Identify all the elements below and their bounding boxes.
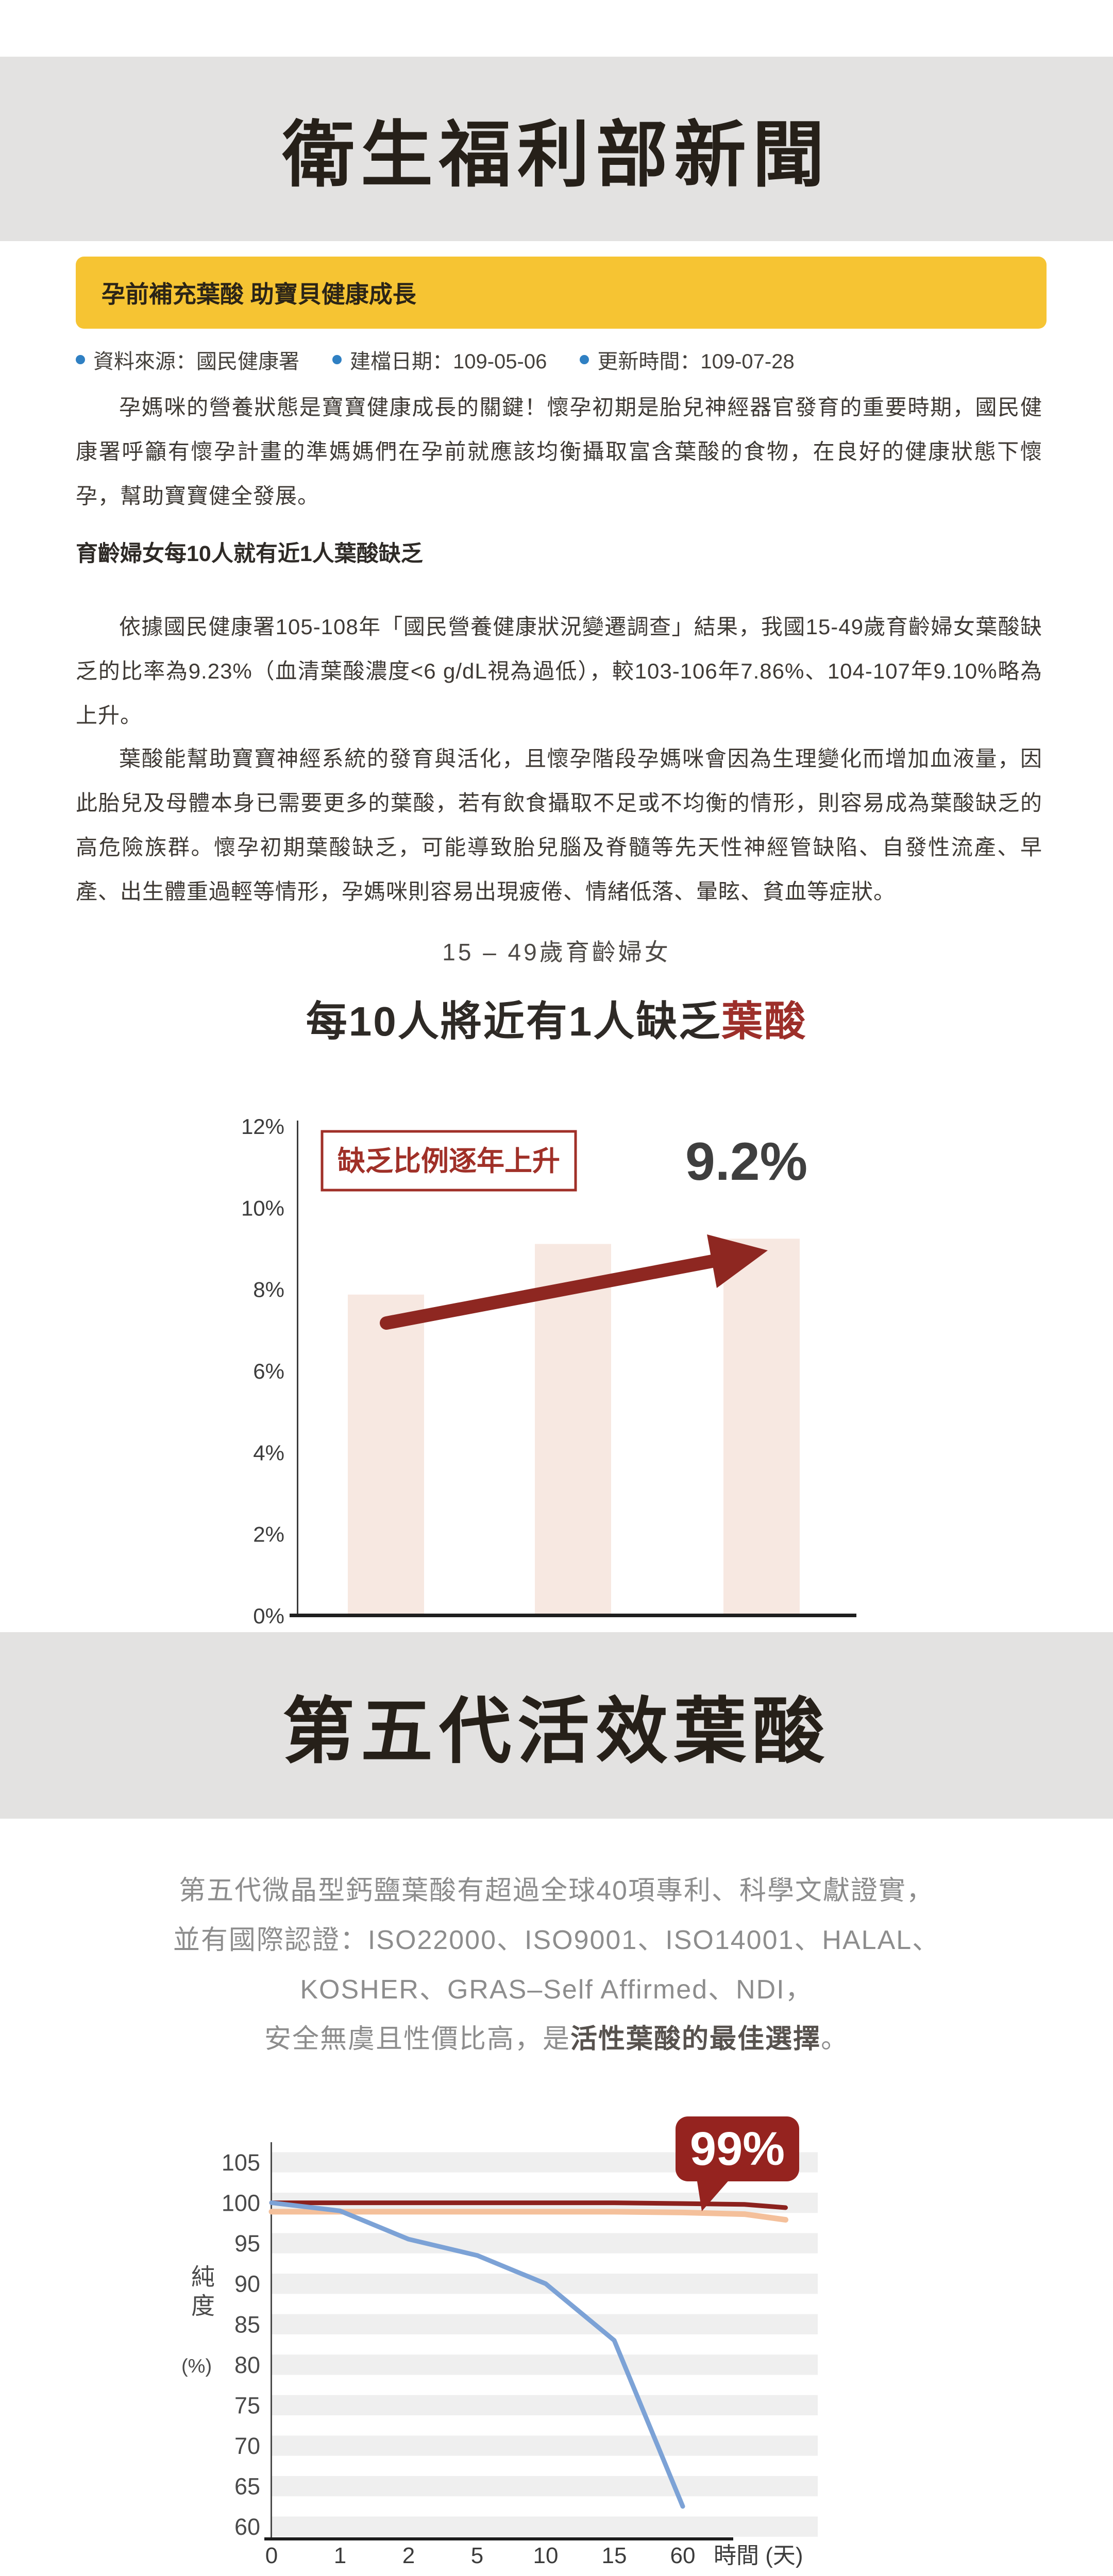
trend-arrow-shaft: [380, 1255, 719, 1330]
intro-line-1: 第五代微晶型鈣鹽葉酸有超過全球40項專利、科學文獻證實，: [179, 1876, 934, 1906]
intro-line-4: 安全無虞且性價比高，是活性葉酸的最佳選擇。: [264, 2024, 849, 2054]
purity-x-tick: 0: [265, 2543, 278, 2568]
purity-y-tick: 65: [234, 2473, 260, 2500]
bar-y-tick: 0%: [253, 1604, 284, 1628]
bar-chart-title-accent: 葉酸: [721, 998, 807, 1044]
bar-y-tick: 12%: [241, 1114, 284, 1139]
stripe: [272, 2395, 818, 2416]
stripe: [272, 2476, 818, 2497]
article-subheading: 育齡婦女每10人就有近1人葉酸缺乏: [76, 541, 423, 566]
bar-y-tick: 2%: [253, 1522, 284, 1547]
x-axis-line: [290, 1614, 856, 1617]
meta-text: 建檔日期：109-05-06: [350, 350, 547, 373]
purity-y-tick: 80: [234, 2352, 260, 2378]
purity-x-tick: 10: [533, 2543, 559, 2568]
bullet-dot-icon: [332, 355, 342, 364]
stripe: [272, 2233, 818, 2253]
annotation-value: 9.2%: [685, 1132, 807, 1192]
purity-y-tick: 105: [222, 2149, 260, 2176]
purity-x-tick: 60: [670, 2543, 696, 2568]
purity-x-tick: 5: [471, 2543, 483, 2568]
stripe: [272, 2435, 818, 2456]
meta-row: 資料來源：國民健康署 建檔日期：109-05-06 更新時間：109-07-28: [76, 346, 795, 373]
stripe: [272, 2516, 818, 2537]
purity-badge: 99%: [676, 2116, 799, 2181]
bullet-dot-icon: [580, 355, 589, 364]
bar-chart-title: 每10人將近有1人缺乏葉酸: [0, 988, 1113, 1048]
article-headline: 孕前補充葉酸 助寶貝健康成長: [76, 257, 1047, 329]
meta-item-1: 資料來源：國民健康署: [76, 345, 299, 375]
x-axis-line: [264, 2537, 733, 2540]
paragraph-2: 依據國民健康署105-108年「國民營養健康狀況變遷調查」結果，我國15-49歲…: [76, 615, 1042, 727]
bar-y-tick: 10%: [241, 1196, 284, 1220]
red-line: [269, 2200, 788, 2210]
y-axis-line: [297, 1121, 298, 1615]
y-axis-line: [271, 2142, 272, 2540]
bar-y-tick: 6%: [253, 1359, 284, 1383]
meta-text: 更新時間：109-07-28: [597, 350, 795, 373]
purity-x-tick: 1: [334, 2543, 346, 2568]
intro-line-2: 並有國際認證：ISO22000、ISO9001、ISO14001、HALAL、: [173, 1925, 940, 1955]
bar-3: [723, 1239, 800, 1615]
folate-band: 第五代活效葉酸: [0, 1632, 1113, 1819]
intro-line-3: KOSHER、GRAS–Self Affirmed、NDI，: [300, 1975, 813, 2005]
bullet-dot-icon: [76, 355, 85, 364]
annotation-box: [321, 1130, 577, 1192]
purity-y-tick: 70: [234, 2433, 260, 2459]
x-axis-label: 時間 (天): [714, 2543, 803, 2568]
orange-line: [268, 2209, 788, 2223]
purity-x-tick: 15: [602, 2543, 627, 2568]
meta-item-3: 更新時間：109-07-28: [580, 345, 795, 375]
purity-y-tick: 90: [234, 2271, 260, 2297]
meta-text: 資料來源：國民健康署: [93, 350, 299, 373]
trend-arrow-head: [707, 1234, 768, 1288]
purity-y-axis-unit: (%): [181, 2355, 212, 2377]
annotation-box-text: 缺乏比例逐年上升: [338, 1146, 560, 1177]
bar-y-tick: 4%: [253, 1440, 284, 1465]
bar-chart-title-prefix: 每10人將近有1人缺乏: [306, 998, 722, 1044]
purity-x-tick: 2: [402, 2543, 415, 2568]
paragraph-1: 孕媽咪的營養狀態是寶寶健康成長的關鍵！懷孕初期是胎兒神經器官發育的重要時期，國民…: [76, 395, 1042, 508]
purity-y-tick: 100: [222, 2190, 260, 2216]
bar-1: [348, 1294, 424, 1615]
purity-y-tick: 85: [234, 2311, 260, 2337]
folate-section-title: 第五代活效葉酸: [282, 1691, 831, 1772]
meta-item-2: 建檔日期：109-05-06: [332, 345, 547, 375]
badge-pointer: [697, 2178, 731, 2211]
purity-y-tick: 95: [234, 2230, 260, 2257]
page-title: 衛生福利部新聞: [282, 114, 831, 195]
stripe: [272, 2354, 818, 2375]
bar-chart-subtitle: 15 – 49歲育齡婦女: [442, 939, 671, 965]
purity-y-tick: 75: [234, 2392, 260, 2418]
purity-y-axis-label: 純度: [188, 2264, 215, 2322]
bar-y-tick: 8%: [253, 1278, 284, 1302]
header-band: 衛生福利部新聞: [0, 57, 1113, 241]
folate-intro: 第五代微晶型鈣鹽葉酸有超過全球40項專利、科學文獻證實， 並有國際認證：ISO2…: [0, 1866, 1113, 2064]
purity-y-tick: 60: [234, 2514, 260, 2540]
stripe: [272, 2314, 818, 2334]
bar-2: [535, 1244, 611, 1615]
paragraph-3: 葉酸能幫助寶寶神經系統的發育與活化，且懷孕階段孕媽咪會因為生理變化而增加血液量，…: [76, 747, 1042, 904]
blue-line: [269, 2200, 685, 2509]
